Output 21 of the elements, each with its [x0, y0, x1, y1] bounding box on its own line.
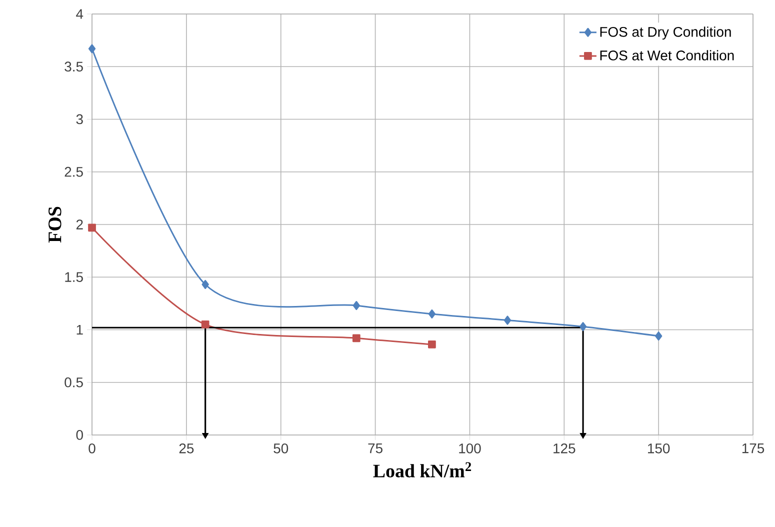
legend-label: FOS at Dry Condition [600, 26, 731, 40]
x-tick-label: 125 [554, 443, 576, 454]
y-tick-label: 0.5 [64, 377, 83, 388]
x-tick-label: 150 [648, 443, 670, 454]
x-axis-title: Load kN/m$^{2}$ [373, 462, 472, 478]
x-tick-label: 25 [179, 443, 194, 454]
y-tick-label: 2 [76, 220, 83, 230]
x-tick-label: 175 [742, 443, 764, 454]
y-axis-title: FOS [48, 206, 62, 243]
y-tick-label: 3 [76, 114, 83, 124]
y-tick-label: 4 [76, 9, 84, 19]
y-tick-label: 1.5 [65, 272, 83, 282]
x-tick-label: 50 [274, 443, 288, 454]
x-tick-label: 75 [368, 443, 382, 454]
y-tick-label: 3.5 [64, 62, 83, 72]
x-tick-label: 0 [88, 443, 96, 454]
x-tick-label: 100 [459, 443, 481, 454]
y-tick-label: 2.5 [64, 166, 83, 177]
y-tick-label: 1 [76, 324, 83, 335]
legend-label: FOS at Wet Condition [600, 50, 734, 60]
y-tick-label: 0 [76, 430, 83, 440]
